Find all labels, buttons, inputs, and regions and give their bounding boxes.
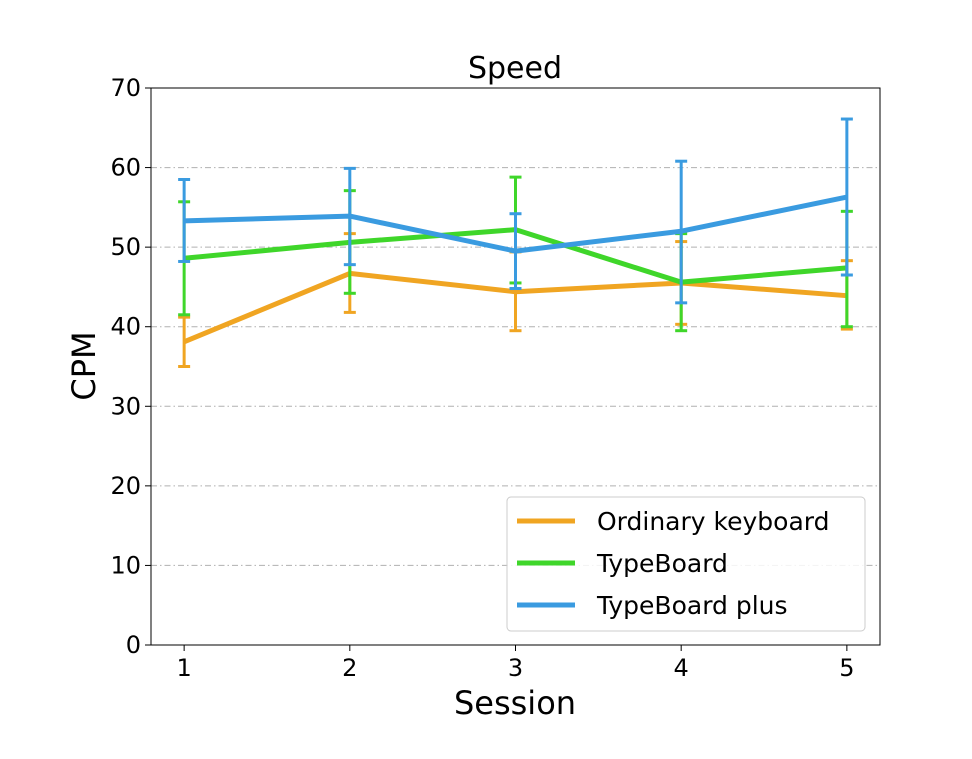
legend-box xyxy=(506,496,866,632)
series-line xyxy=(184,194,848,254)
x-tick-label: 3 xyxy=(508,654,523,682)
series-group xyxy=(178,117,853,368)
y-tick-label: 10 xyxy=(110,551,141,579)
x-tick-label: 4 xyxy=(674,654,689,682)
x-axis-ticks: 1 2 3 4 5 xyxy=(176,645,855,682)
x-tick-label: 5 xyxy=(839,654,854,682)
y-tick-label: 60 xyxy=(110,154,141,182)
series-2 xyxy=(178,117,853,305)
y-tick-label: 20 xyxy=(110,472,141,500)
legend-label: TypeBoard xyxy=(596,549,728,578)
legend-label: Ordinary keyboard xyxy=(597,507,829,536)
y-tick-label: 70 xyxy=(110,74,141,102)
x-axis-label: Session xyxy=(454,684,576,722)
legend-label: TypeBoard plus xyxy=(596,591,788,620)
y-tick-label: 0 xyxy=(126,631,141,659)
series-line xyxy=(183,270,848,345)
y-tick-label: 30 xyxy=(110,392,141,420)
x-tick-label: 2 xyxy=(342,654,357,682)
y-tick-label: 50 xyxy=(110,233,141,261)
y-axis-ticks: 0 10 20 30 40 50 60 70 xyxy=(110,74,151,659)
x-tick-label: 1 xyxy=(176,654,191,682)
y-axis-label: CPM xyxy=(65,331,103,400)
chart-title: Speed xyxy=(468,51,562,86)
legend: Ordinary keyboard TypeBoard TypeBoard plus xyxy=(506,496,866,632)
y-tick-label: 40 xyxy=(110,313,141,341)
